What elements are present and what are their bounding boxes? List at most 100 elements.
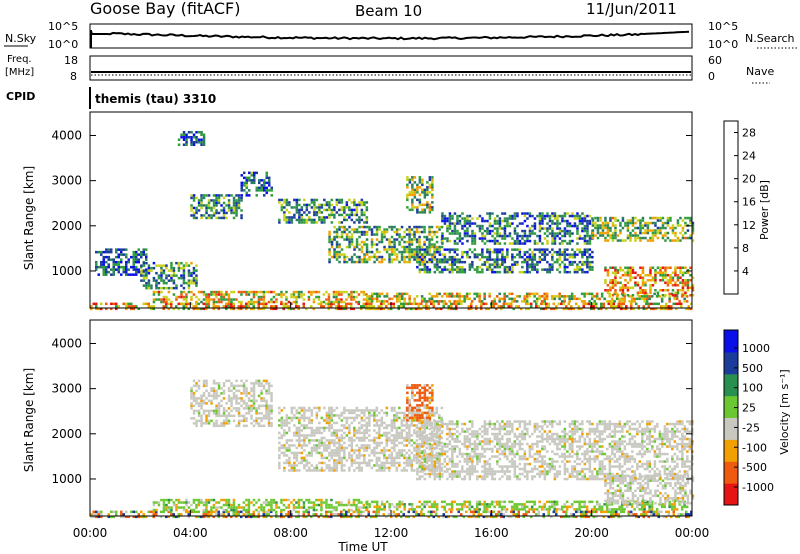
velocity-cell [610,510,613,514]
velocity-cell [307,498,311,502]
velocity-cell [205,384,208,388]
velocity-cell [197,510,200,514]
velocity-cell [262,379,266,383]
power-cell [463,232,467,235]
velocity-cell [237,414,241,418]
power-cell [503,295,506,298]
power-cell [631,294,635,297]
velocity-cell [305,454,309,457]
power-cell [636,294,640,297]
power-cell [649,274,652,277]
velocity-cell [222,397,226,400]
velocity-cell [340,510,343,514]
power-cell [526,255,529,259]
velocity-cell [375,513,378,516]
power-cell [521,270,524,274]
power-cell [531,253,534,256]
power-cell [395,295,399,298]
power-cell [466,227,469,230]
power-cell [423,258,427,261]
power-cell [290,218,294,222]
power-cell [624,284,627,287]
power-cell [358,260,361,264]
velocity-cell [267,412,271,415]
power-cell [272,307,275,311]
power-cell [192,143,196,146]
power-cell [639,229,642,232]
velocity-cell [232,498,236,502]
power-cell [100,260,103,264]
velocity-cell [210,387,213,390]
power-cell [147,281,151,285]
power-cell [671,231,675,235]
power-cell [641,266,645,269]
velocity-cell [298,444,301,447]
power-cell [268,181,271,185]
velocity-cell [155,510,158,514]
power-cell [606,229,610,232]
velocity-cell [397,513,400,516]
power-cell [410,253,414,256]
power-cell [617,302,620,306]
power-cell [576,265,579,269]
power-cell [387,307,390,311]
velocity-cell [317,515,320,519]
power-cell [637,305,640,308]
velocity-cell [315,416,319,420]
power-cell [480,300,484,303]
velocity-cell [418,505,421,509]
power-cell [172,293,176,296]
power-cell [418,186,422,189]
power-cell [451,248,454,251]
power-cell [577,305,580,308]
power-cell [127,273,130,276]
power-cell [478,214,482,218]
power-cell [140,271,143,275]
power-cell [681,286,685,289]
power-cell [420,255,424,259]
power-cell [468,292,471,296]
velocity-cell [567,515,570,519]
power-cell [571,224,574,228]
velocity-cell [137,513,140,516]
power-cell [594,216,597,220]
velocity-cell [320,426,324,430]
power-cell [343,258,346,261]
power-cell [363,201,366,204]
power-cell [125,248,128,251]
power-cell [433,230,436,234]
power-cell [483,263,487,266]
velocity-cell [165,508,168,512]
power-cell [558,227,562,230]
velocity-cell [465,510,468,514]
power-cell [440,307,443,311]
velocity-cell [212,382,216,385]
power-cell [252,295,256,299]
power-cell [288,201,291,204]
power-cell [312,298,316,301]
power-cell [531,250,534,254]
velocity-cell [293,461,296,465]
velocity-cell [187,501,191,504]
velocity-cell [305,444,309,447]
velocity-cell [252,498,256,502]
velocity-cell [298,469,301,472]
velocity-cell [388,505,391,509]
velocity-cell [245,389,248,393]
velocity-cell [177,515,180,519]
velocity-cell [583,500,586,504]
power-cell [270,307,273,311]
power-cell [425,248,429,251]
velocity-cell [303,424,306,427]
power-cell [245,293,248,296]
power-cell [623,295,626,298]
power-cell [661,266,665,269]
velocity-cell [278,446,281,450]
power-cell [107,270,110,274]
power-cell [347,293,351,296]
velocity-cell [587,510,590,514]
power-cell [563,258,567,261]
power-cell [505,295,509,298]
power-cell [411,193,414,197]
power-cell [390,250,394,254]
